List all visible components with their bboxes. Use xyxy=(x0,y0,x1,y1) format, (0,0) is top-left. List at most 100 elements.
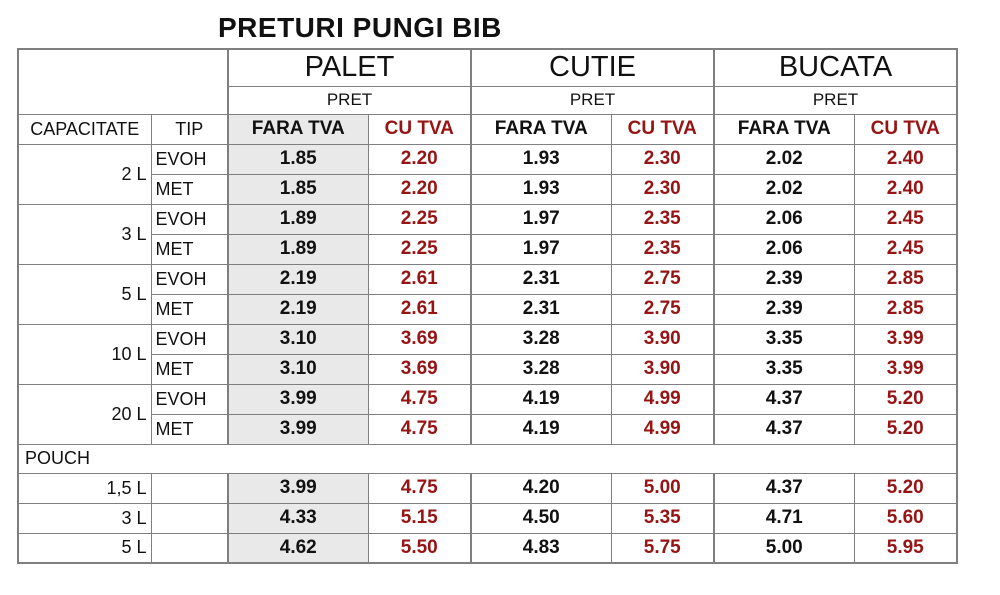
bucata-fara-tva-value: 3.35 xyxy=(713,323,855,355)
palet-fara-tva-value: 3.10 xyxy=(227,353,369,385)
capacity-cell: 3 L xyxy=(17,203,152,265)
cutie-cu-tva-value: 2.30 xyxy=(610,143,715,175)
group-header-cutie: CUTIE xyxy=(470,48,715,87)
palet-cu-tva-value: 2.25 xyxy=(367,203,472,235)
cutie-fara-tva-value: 4.83 xyxy=(470,532,612,564)
table-body: 2 L EVOH 1.85 2.20 1.93 2.30 2.02 2.40 MET 1.85 2.… xyxy=(17,143,958,564)
bucata-cu-tva-value: 5.20 xyxy=(853,472,958,504)
bucata-fara-tva-value: 2.02 xyxy=(713,173,855,205)
cutie-cu-tva-value: 2.35 xyxy=(610,233,715,265)
cutie-cu-tva-value: 4.99 xyxy=(610,413,715,445)
bucata-fara-tva-value: 4.37 xyxy=(713,413,855,445)
tip-cell: EVOH xyxy=(150,263,229,295)
palet-fara-tva-value: 1.85 xyxy=(227,173,369,205)
bucata-cu-tva-value: 3.99 xyxy=(853,353,958,385)
palet-fara-tva-value: 3.99 xyxy=(227,472,369,504)
cutie-cu-tva-value: 2.35 xyxy=(610,203,715,235)
pret-label-bucata: PRET xyxy=(712,85,958,115)
bucata-cu-tva-value: 5.95 xyxy=(853,532,958,564)
bucata-cu-tva-value: 5.20 xyxy=(853,383,958,415)
palet-fara-tva-value: 2.19 xyxy=(227,293,369,325)
cutie-fara-tva-value: 4.19 xyxy=(470,383,612,415)
palet-cu-tva-value: 4.75 xyxy=(367,472,472,504)
bucata-fara-tva-value: 5.00 xyxy=(713,532,855,564)
bucata-fara-tva-value: 4.71 xyxy=(713,502,855,534)
cutie-fara-tva-value: 2.31 xyxy=(470,293,612,325)
palet-cu-tva-value: 3.69 xyxy=(367,323,472,355)
column-header-row: CAPACITATE TIP FARA TVA CU TVA FARA TVA … xyxy=(17,113,958,145)
bucata-fara-tva-value: 2.06 xyxy=(713,233,855,265)
capacity-cell: 3 L xyxy=(17,502,152,534)
bucata-fara-tva-value: 3.35 xyxy=(713,353,855,385)
palet-fara-tva-value: 1.89 xyxy=(227,233,369,265)
table-row: 5 L 4.62 5.50 4.83 5.75 5.00 5.95 xyxy=(17,532,958,564)
cutie-fara-tva-value: 1.93 xyxy=(470,173,612,205)
palet-fara-tva-value: 2.19 xyxy=(227,263,369,295)
cutie-cu-tva-value: 5.00 xyxy=(610,472,715,504)
palet-cu-tva-value: 2.25 xyxy=(367,233,472,265)
palet-cu-tva-value: 4.75 xyxy=(367,413,472,445)
capacity-column-header: CAPACITATE xyxy=(17,113,152,145)
table-row: 10 L EVOH 3.10 3.69 3.28 3.90 3.35 3.99 xyxy=(17,323,958,385)
bucata-cu-tva-value: 5.20 xyxy=(853,413,958,445)
capacity-cell: 20 L xyxy=(17,383,152,445)
tip-cell: MET xyxy=(150,413,229,445)
table-row: 3 L 4.33 5.15 4.50 5.35 4.71 5.60 xyxy=(17,502,958,534)
bucata-fara-tva-value: 4.37 xyxy=(713,383,855,415)
cutie-fara-tva-value: 1.93 xyxy=(470,143,612,175)
cutie-cu-tva-value: 2.30 xyxy=(610,173,715,205)
bucata-fara-tva-header: FARA TVA xyxy=(713,113,855,145)
cutie-fara-tva-value: 3.28 xyxy=(470,353,612,385)
palet-cu-tva-value: 2.20 xyxy=(367,173,472,205)
group-header-row: PALET CUTIE BUCATA xyxy=(17,48,958,115)
bucata-fara-tva-value: 2.06 xyxy=(713,203,855,235)
tip-cell: MET xyxy=(150,353,229,385)
cutie-fara-tva-value: 2.31 xyxy=(470,263,612,295)
palet-fara-tva-value: 1.85 xyxy=(227,143,369,175)
palet-fara-tva-value: 4.62 xyxy=(227,532,369,564)
table-row: MET 2.19 2.61 2.31 2.75 2.39 2.85 xyxy=(18,293,958,325)
cutie-fara-tva-value: 3.28 xyxy=(470,323,612,355)
cutie-cu-tva-value: 2.75 xyxy=(610,263,715,295)
cutie-cu-tva-value: 3.90 xyxy=(610,353,715,385)
tip-cell: MET xyxy=(150,293,229,325)
cutie-cu-tva-value: 5.35 xyxy=(610,502,715,534)
tip-cell: EVOH xyxy=(150,143,229,175)
tip-cell: MET xyxy=(150,173,229,205)
tip-cell xyxy=(150,472,229,504)
cutie-fara-tva-value: 4.20 xyxy=(470,472,612,504)
cutie-cu-tva-value: 2.75 xyxy=(610,293,715,325)
pouch-section-row: POUCH xyxy=(17,443,958,474)
table-row: MET 1.85 2.20 1.93 2.30 2.02 2.40 xyxy=(18,173,958,205)
table-row: 2 L EVOH 1.85 2.20 1.93 2.30 2.02 2.40 xyxy=(17,143,958,205)
palet-fara-tva-value: 3.99 xyxy=(227,383,369,415)
bucata-cu-tva-value: 3.99 xyxy=(853,323,958,355)
cutie-cu-tva-value: 3.90 xyxy=(610,323,715,355)
bucata-cu-tva-value: 2.85 xyxy=(853,293,958,325)
pouch-section-label: POUCH xyxy=(17,443,958,474)
tip-cell: EVOH xyxy=(150,203,229,235)
group-header-palet: PALET xyxy=(227,48,472,87)
table-row: MET 3.10 3.69 3.28 3.90 3.35 3.99 xyxy=(18,353,958,385)
cutie-fara-tva-value: 4.50 xyxy=(470,502,612,534)
tip-cell: EVOH xyxy=(150,383,229,415)
cutie-cu-tva-value: 4.99 xyxy=(610,383,715,415)
palet-fara-tva-value: 1.89 xyxy=(227,203,369,235)
palet-cu-tva-value: 2.20 xyxy=(367,143,472,175)
cutie-cu-tva-value: 5.75 xyxy=(610,532,715,564)
pret-subheader-row: PRET PRET PRET xyxy=(18,85,958,115)
bucata-fara-tva-value: 2.02 xyxy=(713,143,855,175)
table-row: MET 1.89 2.25 1.97 2.35 2.06 2.45 xyxy=(18,233,958,265)
palet-fara-tva-value: 3.99 xyxy=(227,413,369,445)
palet-cu-tva-value: 5.50 xyxy=(367,532,472,564)
cutie-fara-tva-value: 1.97 xyxy=(470,233,612,265)
palet-fara-tva-value: 4.33 xyxy=(227,502,369,534)
cutie-cu-tva-header: CU TVA xyxy=(610,113,715,145)
capacity-cell: 5 L xyxy=(17,263,152,325)
table-row: 1,5 L 3.99 4.75 4.20 5.00 4.37 5.20 xyxy=(17,472,958,504)
bucata-cu-tva-value: 5.60 xyxy=(853,502,958,534)
bucata-cu-tva-value: 2.40 xyxy=(853,143,958,175)
bucata-cu-tva-value: 2.40 xyxy=(853,173,958,205)
tip-cell: EVOH xyxy=(150,323,229,355)
